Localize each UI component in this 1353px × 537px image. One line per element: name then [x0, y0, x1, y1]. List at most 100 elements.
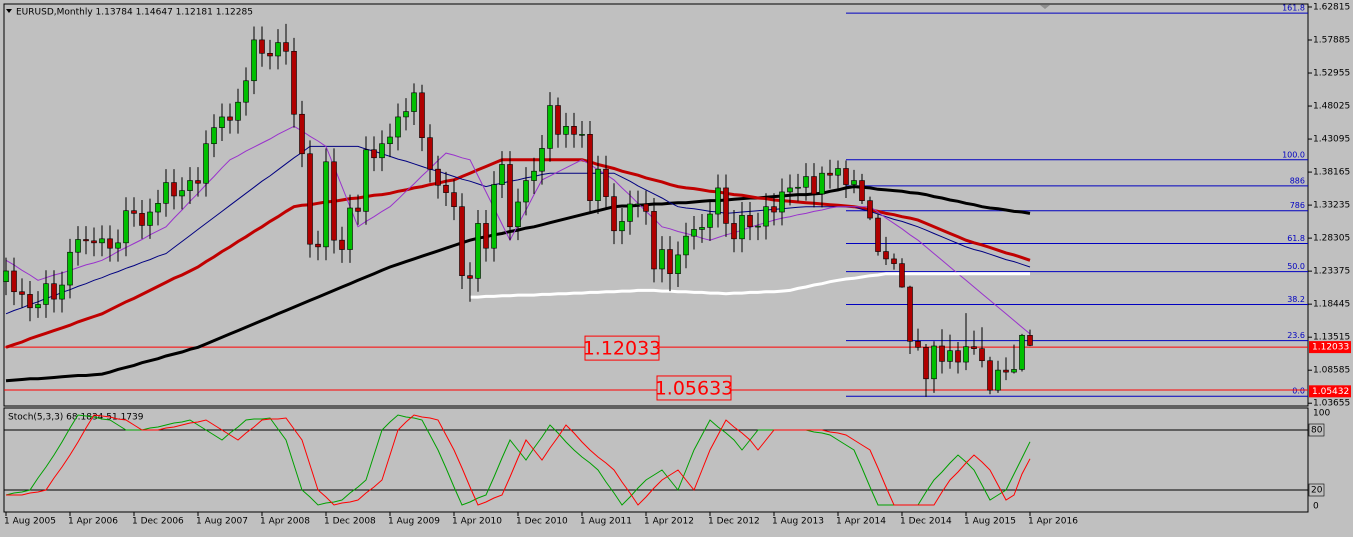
candle-body: [275, 42, 281, 57]
candle-body: [651, 211, 657, 270]
x-tick-label: 1 Aug 2007: [196, 517, 248, 527]
candle-body: [811, 176, 817, 195]
x-tick-label: 1 Apr 2006: [68, 517, 118, 527]
candle-body: [931, 345, 937, 380]
price-tag: 1.05432: [1312, 387, 1349, 397]
candle-body: [819, 172, 825, 195]
candle-body: [43, 283, 49, 305]
y-tick-label: 1.18445: [1313, 300, 1350, 310]
y-tick-label: 1.33235: [1313, 201, 1350, 211]
x-tick-label: 1 Dec 2006: [132, 517, 184, 527]
candle-body: [603, 168, 609, 197]
candle-body: [331, 161, 337, 241]
x-tick-label: 1 Dec 2012: [708, 517, 760, 527]
candle-body: [699, 227, 705, 230]
candle-body: [691, 229, 697, 237]
candle-body: [963, 346, 969, 363]
candle-body: [1003, 369, 1009, 373]
candle-body: [299, 113, 305, 155]
fib-label: 61.8: [1287, 234, 1305, 243]
candle-body: [211, 127, 217, 145]
candle-body: [747, 215, 753, 228]
candle-body: [243, 80, 249, 103]
candle-body: [91, 240, 97, 244]
candle-body: [139, 213, 145, 226]
candle-body: [483, 223, 489, 249]
candle-body: [891, 258, 897, 264]
x-tick-label: 1 Apr 2012: [644, 517, 694, 527]
level-box: [1308, 483, 1325, 497]
menu-arrow: [6, 9, 12, 13]
fib-label: 23.6: [1287, 331, 1305, 340]
price-tag-box: [1309, 341, 1351, 354]
candle-body: [555, 105, 561, 135]
candle-body: [451, 192, 457, 207]
candle-body: [995, 369, 1001, 391]
candle-body: [355, 207, 361, 212]
candle-body: [83, 239, 89, 242]
candle-body: [507, 164, 513, 228]
candle-body: [675, 254, 681, 274]
candle-body: [227, 116, 233, 121]
price-tag: 1.12033: [1312, 343, 1349, 353]
candle-body: [923, 347, 929, 380]
candle-body: [667, 249, 673, 274]
candle-body: [787, 187, 793, 193]
candle-body: [803, 176, 809, 188]
candle-body: [763, 206, 769, 227]
candle-body: [595, 168, 601, 201]
y-tick-label: 1.13515: [1313, 333, 1350, 343]
y-tick-label: 1.57885: [1313, 36, 1350, 46]
candle-body: [403, 111, 409, 118]
candle-body: [163, 182, 169, 204]
x-tick-label: 1 Dec 2014: [900, 517, 952, 527]
candle-body: [427, 137, 433, 170]
candle-body: [219, 116, 225, 128]
moving-average: [5, 158, 1031, 349]
candle-body: [123, 210, 129, 244]
candle-body: [363, 149, 369, 212]
candle-body: [875, 217, 881, 252]
x-tick-label: 1 Apr 2014: [836, 517, 886, 527]
candle-body: [467, 275, 473, 279]
candle-body: [419, 92, 425, 138]
candle-body: [147, 211, 153, 226]
candle-body: [379, 143, 385, 159]
y-tick-label: 1.38165: [1313, 168, 1350, 178]
candle-body: [171, 182, 177, 197]
candle-body: [907, 286, 913, 342]
candle-body: [35, 304, 41, 309]
candle-body: [259, 39, 265, 54]
candle-body: [755, 225, 761, 228]
candle-body: [435, 168, 441, 186]
fib-label: 38.2: [1287, 295, 1305, 304]
candle-body: [731, 223, 737, 240]
candle-body: [491, 184, 497, 249]
candle-body: [579, 134, 585, 136]
candle-body: [779, 191, 785, 213]
x-tick-label: 1 Aug 2013: [772, 517, 824, 527]
candle-body: [987, 360, 993, 391]
x-tick-label: 1 Apr 2008: [260, 517, 310, 527]
chart-title: EURUSD,Monthly 1.13784 1.14647 1.12181 1…: [16, 8, 253, 18]
candle-body: [851, 180, 857, 185]
candle-body: [99, 238, 105, 244]
line-label-box: [584, 335, 660, 361]
candle-body: [619, 221, 625, 232]
candle-body: [371, 149, 377, 159]
candle-body: [827, 172, 833, 176]
fib-label: 886: [1290, 176, 1305, 185]
candle-body: [915, 340, 921, 348]
x-tick-label: 1 Dec 2010: [516, 517, 568, 527]
candle-body: [635, 203, 641, 206]
moving-average: [470, 272, 1030, 299]
y-tick-label: 1.23375: [1313, 267, 1350, 277]
candle-body: [979, 348, 985, 362]
candle-body: [499, 164, 505, 185]
candle-body: [683, 235, 689, 256]
indicator-level-label: 20: [1311, 486, 1323, 496]
candle-body: [315, 243, 321, 248]
y-tick-label: 1.52955: [1313, 69, 1350, 79]
candle-body: [131, 210, 137, 214]
